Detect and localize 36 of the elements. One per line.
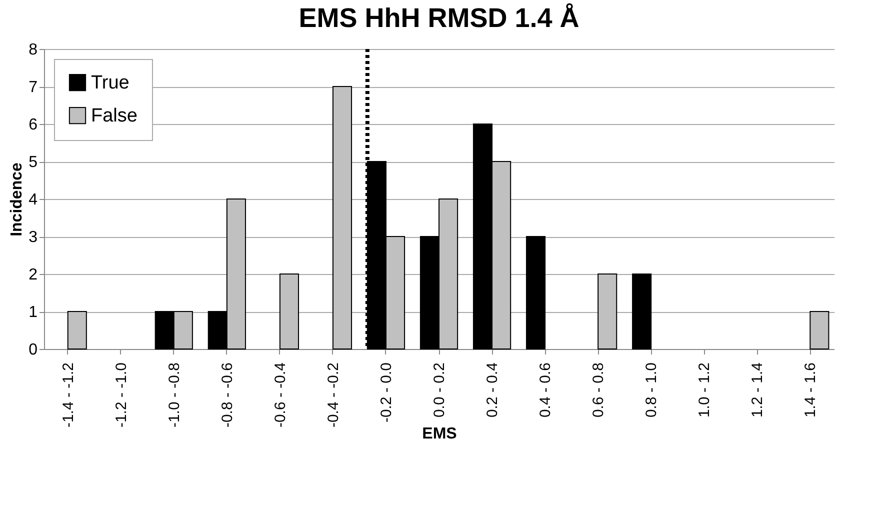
bar: [332, 86, 352, 350]
bar: [526, 236, 546, 350]
x-tick-label: -1.2 - -1.0: [112, 362, 130, 428]
y-axis-title: Incidence: [8, 162, 26, 236]
x-tick-label: -0.2 - 0.0: [378, 362, 395, 423]
x-tick-label: 0.2 - 0.4: [484, 362, 502, 418]
y-tick-label: 6: [28, 116, 38, 134]
x-tick-label: 0.6 - 0.8: [590, 362, 608, 418]
x-tick-label: 0.0 - 0.2: [431, 362, 448, 418]
y-tick-label: 8: [28, 42, 38, 58]
chart-title: EMS HhH RMSD 1.4 Å: [298, 3, 580, 33]
x-axis-title: EMS: [422, 426, 458, 443]
x-tick-label: -0.4 - -0.2: [324, 362, 342, 428]
legend-label: True: [91, 72, 130, 94]
x-tick-label: 0.8 - 1.0: [643, 362, 660, 418]
x-tick-label: 1.4 - 1.6: [802, 362, 820, 418]
x-tick-label: -1.4 - -1.2: [60, 362, 77, 428]
bar: [279, 274, 299, 350]
legend-label: False: [91, 106, 138, 126]
x-tick-label: -0.6 - -0.4: [272, 362, 289, 428]
x-tick-label: -0.8 - -0.6: [218, 362, 236, 428]
y-tick-label: 5: [28, 154, 38, 171]
x-tick-label: 0.4 - 0.6: [537, 362, 554, 418]
x-tick-label: 1.0 - 1.2: [696, 362, 714, 418]
y-tick-label: 0: [28, 342, 38, 358]
bar: [632, 274, 652, 350]
y-tick-label: 1: [28, 304, 38, 321]
bar: [810, 311, 830, 350]
y-tick-label: 3: [28, 229, 38, 246]
y-tick-label: 2: [28, 266, 38, 284]
x-tick-label: 1.2 - 1.4: [749, 362, 766, 418]
bar: [598, 274, 618, 350]
y-tick-label: 7: [28, 79, 38, 96]
y-tick-label: 4: [28, 192, 38, 208]
bar: [67, 311, 87, 350]
x-tick-label: -1.0 - -0.8: [166, 362, 183, 428]
